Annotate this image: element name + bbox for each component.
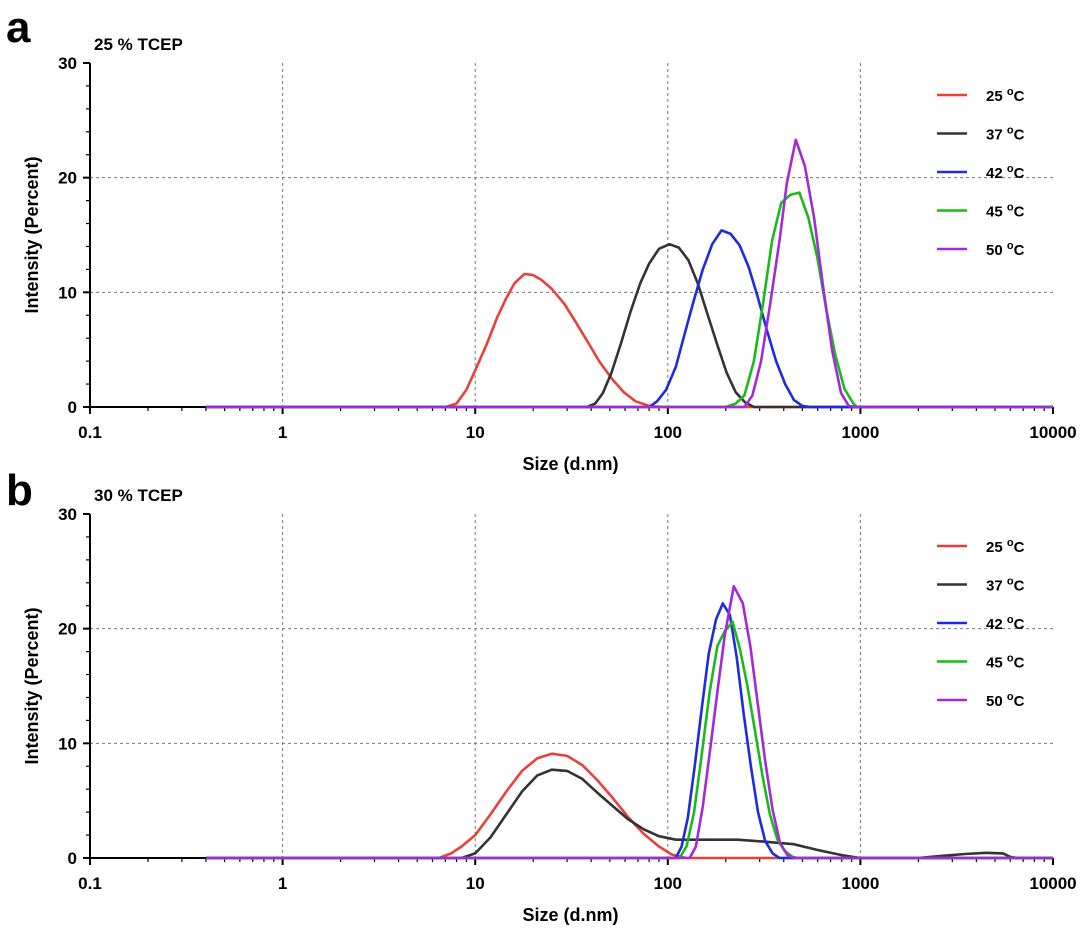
legend-label-25: 25 oC [986,86,1025,105]
series-line-37 [206,242,1053,409]
x-tick-label: 100 [654,874,682,893]
panel-letter: b [6,466,33,515]
panel-b: b 30 % TCEP 0.1 1 10 100 1000 10000 0 10 20 30 Size … [6,466,1077,925]
y-tick-label: 30 [58,505,77,524]
legend-label-37: 37 oC [986,125,1025,144]
x-tick-label: 1 [278,874,287,893]
x-tick-label: 100 [654,423,682,442]
grid [90,63,1053,407]
legend-label-45: 45 oC [986,202,1025,221]
series-line-25 [206,752,1053,860]
x-tick-label: 10000 [1029,423,1076,442]
legend-label-42: 42 oC [986,163,1025,182]
grid [90,514,1053,858]
series-lines [206,584,1053,860]
panel-a: a 25 % TCEP 0.1 1 10 100 1000 10000 0 10 20 30 Size … [6,3,1077,474]
y-axis-title: Intensity (Percent) [22,607,42,764]
legend-label-25: 25 oC [986,537,1025,556]
y-tick-label: 30 [58,54,77,73]
y-tick-label: 20 [58,620,77,639]
series-lines [206,138,1053,409]
x-tick-label: 1000 [841,874,879,893]
y-tick-label: 10 [58,734,77,753]
legend-label-42: 42 oC [986,614,1025,633]
x-tick-label: 10000 [1029,874,1076,893]
panel-letter: a [6,3,31,52]
series-line-45 [206,191,1053,409]
legend: 25 oC 37 oC 42 oC 45 oC 50 oC [937,537,1025,710]
y-tick-label: 20 [58,169,77,188]
x-tick-label: 1 [278,423,287,442]
x-tick-label: 10 [466,423,485,442]
legend: 25 oC 37 oC 42 oC 45 oC 50 oC [937,86,1025,259]
series-line-42 [206,229,1053,409]
y-tick-label: 0 [68,398,77,417]
series-line-42 [206,602,1053,860]
panel-title: 30 % TCEP [94,486,183,505]
series-line-25 [206,272,1011,409]
y-tick-label: 10 [58,283,77,302]
x-tick-label: 0.1 [78,423,102,442]
series-line-45 [206,620,1053,860]
y-axis-title: Intensity (Percent) [22,156,42,313]
legend-label-45: 45 oC [986,653,1025,672]
legend-label-50: 50 oC [986,240,1025,259]
x-axis-title: Size (d.nm) [522,905,618,925]
x-tick-label: 0.1 [78,874,102,893]
x-tick-label: 10 [466,874,485,893]
x-axis-title: Size (d.nm) [522,454,618,474]
y-tick-label: 0 [68,849,77,868]
panel-title: 25 % TCEP [94,35,183,54]
legend-label-50: 50 oC [986,691,1025,710]
series-line-50 [206,584,1053,860]
legend-label-37: 37 oC [986,576,1025,595]
series-line-37 [206,768,1053,860]
series-line-50 [206,138,1053,409]
x-tick-label: 1000 [841,423,879,442]
